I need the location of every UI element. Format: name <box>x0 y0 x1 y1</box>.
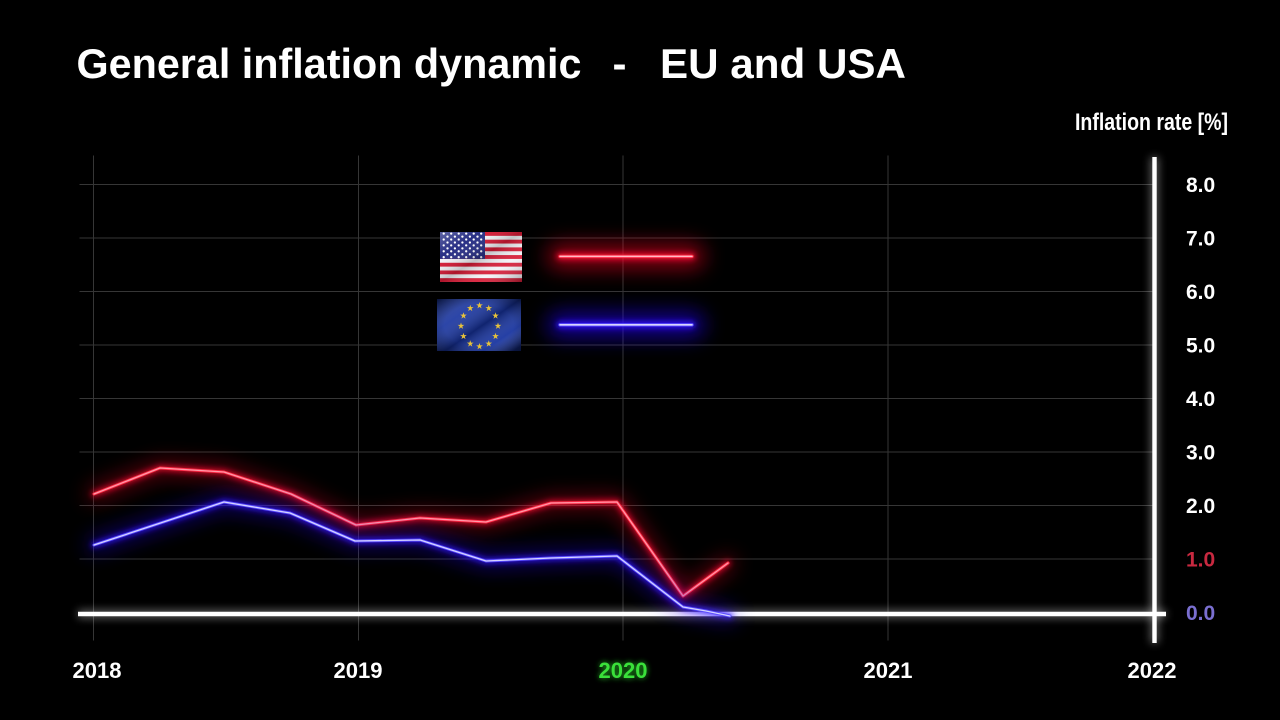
svg-text:5.0: 5.0 <box>1186 335 1215 358</box>
svg-text:2021: 2021 <box>864 658 913 683</box>
svg-text:3.0: 3.0 <box>1186 442 1215 465</box>
svg-text:-: - <box>613 40 627 87</box>
svg-text:0.0: 0.0 <box>1186 602 1215 625</box>
svg-text:2019: 2019 <box>334 658 383 683</box>
svg-text:Inflation rate [%]: Inflation rate [%] <box>1075 109 1228 136</box>
svg-text:2020: 2020 <box>599 658 648 683</box>
svg-text:7.0: 7.0 <box>1186 228 1215 251</box>
svg-text:6.0: 6.0 <box>1186 281 1215 304</box>
svg-text:4.0: 4.0 <box>1186 388 1215 411</box>
svg-text:8.0: 8.0 <box>1186 174 1215 197</box>
svg-text:1.0: 1.0 <box>1186 549 1215 572</box>
svg-text:2.0: 2.0 <box>1186 495 1215 518</box>
svg-text:General inflation dynamic: General inflation dynamic <box>77 40 582 87</box>
svg-text:EU and USA: EU and USA <box>660 40 906 87</box>
svg-text:2022: 2022 <box>1128 658 1177 683</box>
svg-text:2020: 2020 <box>599 658 648 683</box>
svg-text:2018: 2018 <box>73 658 122 683</box>
